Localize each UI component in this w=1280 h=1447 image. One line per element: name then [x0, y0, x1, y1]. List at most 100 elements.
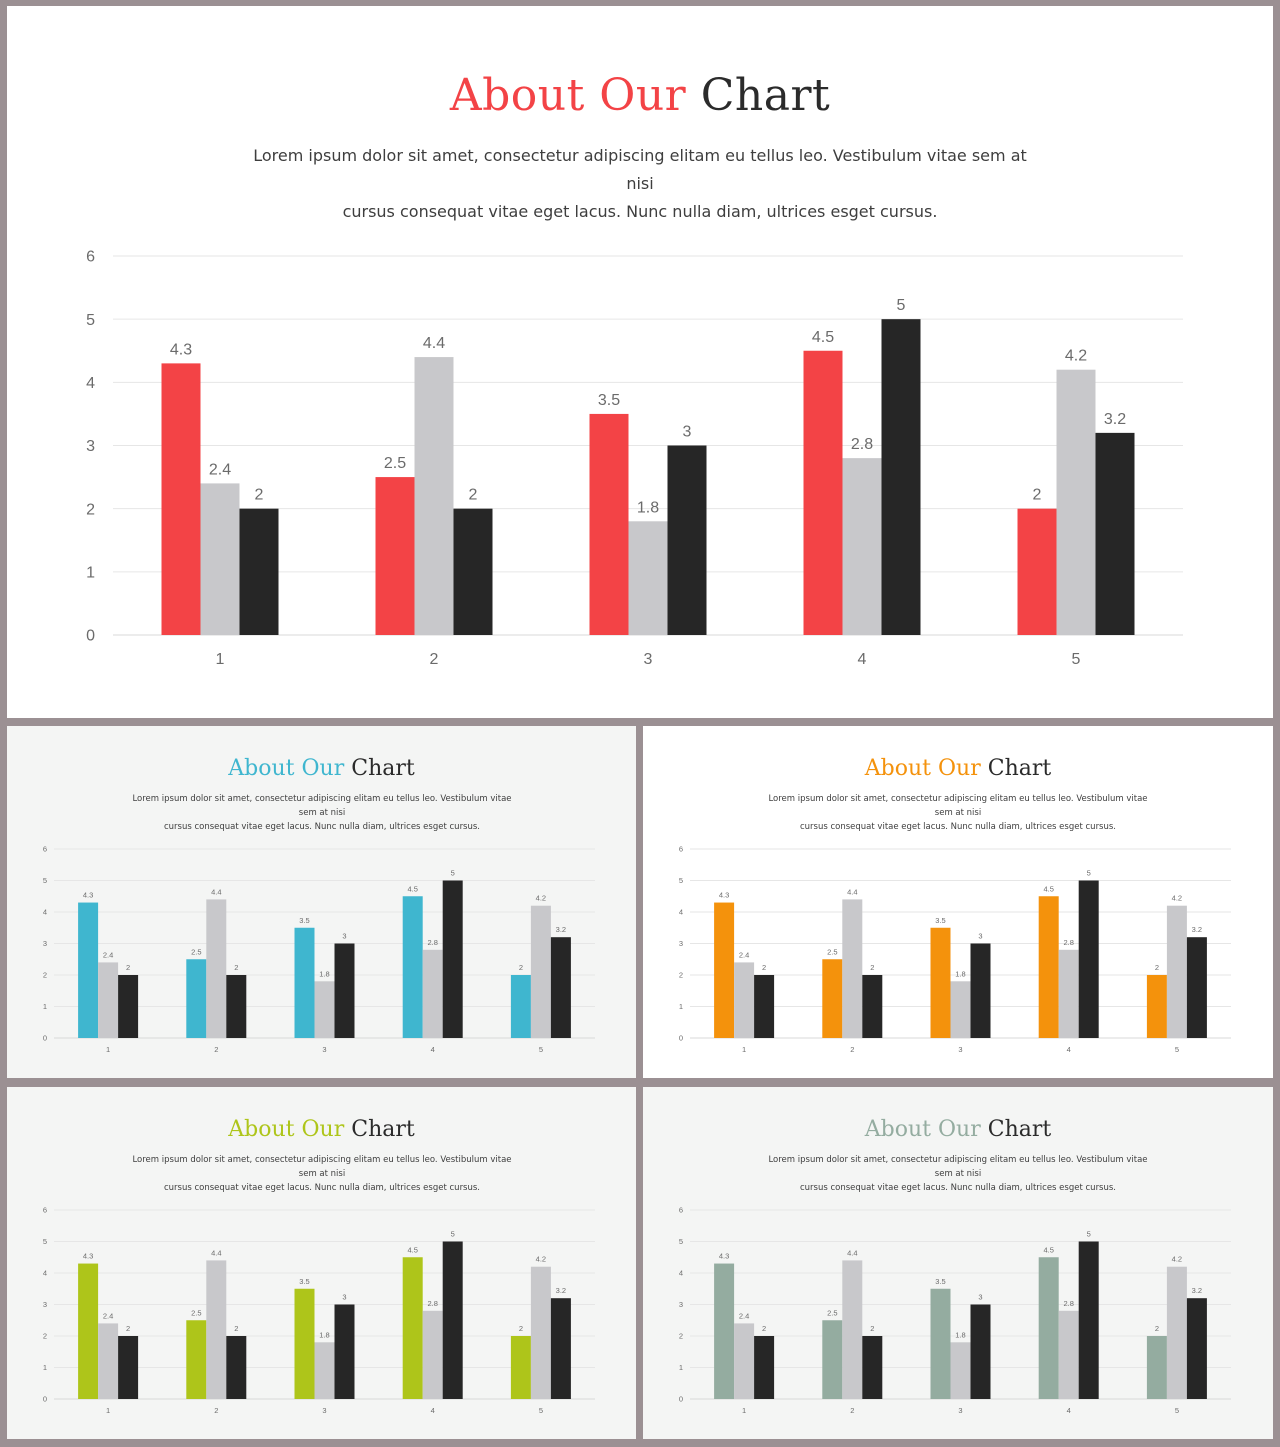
data-label: 2	[255, 487, 264, 504]
y-tick-label: 3	[86, 438, 95, 455]
x-tick-label: 5	[1175, 1045, 1179, 1054]
data-label: 3	[342, 1293, 346, 1302]
data-label: 4.4	[211, 1248, 221, 1257]
data-label: 4.3	[719, 1252, 729, 1261]
y-tick-label: 5	[679, 1237, 683, 1246]
data-label: 2.8	[427, 1299, 437, 1308]
data-label: 2.5	[827, 1308, 837, 1317]
bar	[950, 1342, 971, 1399]
y-tick-label: 4	[679, 1269, 683, 1278]
x-tick-label: 4	[858, 651, 867, 668]
subtitle-line-1: Lorem ipsum dolor sit amet, consectetur …	[768, 1155, 1148, 1179]
y-tick-label: 4	[679, 908, 683, 917]
bar	[161, 363, 201, 635]
y-tick-label: 3	[43, 1300, 47, 1309]
page-title: About Our Chart	[7, 756, 636, 781]
bar	[118, 1336, 139, 1399]
subtitle: Lorem ipsum dolor sit amet, consectetur …	[125, 1153, 519, 1195]
title-rest: Chart	[700, 70, 831, 121]
data-label: 1.8	[955, 969, 965, 978]
x-tick-label: 5	[1072, 651, 1081, 668]
data-label: 1.8	[955, 1330, 965, 1339]
x-tick-label: 2	[850, 1406, 854, 1415]
bar	[1038, 1257, 1059, 1399]
data-label: 5	[1087, 1230, 1091, 1239]
data-label: 3	[978, 932, 982, 941]
title-accent: About Our	[864, 756, 981, 781]
bar-chart: 0 1 2 3 4 5 6 4.3 2.4 2 1 2.5 4.4 2 2 3.5 1.8 3 3 4.5 2.8 5 4 2…	[679, 845, 1231, 1054]
bar-chart: 0 1 2 3 4 5 6 4.3 2.4 2 1 2.5 4.4 2 2 3.5 1.8 3 3 4.5 2.8 5 4 2…	[679, 1206, 1231, 1415]
data-label: 3	[342, 932, 346, 941]
data-label: 5	[897, 297, 906, 314]
bar	[842, 458, 882, 635]
bar	[78, 1263, 99, 1399]
x-tick-label: 3	[958, 1406, 962, 1415]
data-label: 4.2	[1065, 348, 1087, 365]
title-rest: Chart	[987, 756, 1052, 781]
data-label: 2.8	[851, 436, 873, 453]
x-tick-label: 3	[322, 1045, 326, 1054]
data-label: 2.8	[427, 938, 437, 947]
x-tick-label: 2	[214, 1045, 218, 1054]
bar-chart: 0 1 2 3 4 5 6 4.3 2.4 2 1 2.5 4.4 2 2 3.5 1.8 3 3 4.5 2.8 5 4 2…	[43, 845, 595, 1054]
data-label: 1.8	[319, 1330, 329, 1339]
x-tick-label: 1	[742, 1406, 746, 1415]
y-tick-label: 1	[679, 1002, 683, 1011]
bar	[186, 1320, 207, 1399]
data-label: 4.5	[407, 884, 417, 893]
subtitle-line-1: Lorem ipsum dolor sit amet, consectetur …	[132, 794, 512, 818]
data-label: 4.4	[847, 887, 857, 896]
y-tick-label: 2	[43, 1332, 47, 1341]
bar	[530, 1266, 551, 1399]
y-tick-label: 5	[43, 876, 47, 885]
y-tick-label: 3	[43, 939, 47, 948]
bar	[314, 1342, 335, 1399]
bar	[1017, 508, 1057, 635]
data-label: 3.5	[299, 1277, 309, 1286]
x-tick-label: 1	[216, 651, 225, 668]
y-tick-label: 1	[86, 564, 95, 581]
slide-sage: About Our Chart Lorem ipsum dolor sit am…	[643, 1087, 1273, 1439]
slide-main: About Our Chart Lorem ipsum dolor sit am…	[7, 6, 1273, 718]
y-tick-label: 1	[43, 1002, 47, 1011]
bar	[628, 521, 668, 635]
title-accent: About Our	[449, 70, 687, 121]
data-label: 2	[1155, 963, 1159, 972]
data-label: 4.4	[211, 887, 221, 896]
x-tick-label: 2	[214, 1406, 218, 1415]
data-label: 2	[234, 1324, 238, 1333]
page-title: About Our Chart	[7, 1117, 636, 1142]
data-label: 2.5	[827, 947, 837, 956]
title-accent: About Our	[864, 1117, 981, 1142]
data-label: 3.2	[1192, 925, 1202, 934]
y-tick-label: 0	[679, 1034, 683, 1043]
y-tick-label: 3	[679, 939, 683, 948]
y-tick-label: 4	[43, 1269, 47, 1278]
subtitle-line-2: cursus consequat vitae eget lacus. Nunc …	[799, 1183, 1117, 1193]
bar	[734, 962, 755, 1038]
bar	[510, 975, 531, 1038]
subtitle-line-2: cursus consequat vitae eget lacus. Nunc …	[163, 822, 481, 832]
y-tick-label: 2	[43, 971, 47, 980]
bar	[881, 319, 921, 635]
bar	[714, 902, 735, 1038]
page-title: About Our Chart	[7, 70, 1273, 121]
bar	[970, 943, 991, 1038]
data-label: 1.8	[637, 499, 659, 516]
bar	[118, 975, 139, 1038]
subtitle: Lorem ipsum dolor sit amet, consectetur …	[761, 1153, 1155, 1195]
subtitle-line-1: Lorem ipsum dolor sit amet, consectetur …	[253, 146, 1027, 193]
data-label: 3	[683, 424, 692, 441]
data-label: 2	[762, 963, 766, 972]
x-tick-label: 5	[539, 1045, 543, 1054]
bar	[402, 1257, 423, 1399]
bar	[78, 902, 99, 1038]
bar	[862, 1336, 883, 1399]
y-tick-label: 1	[43, 1363, 47, 1372]
data-label: 2	[126, 963, 130, 972]
y-tick-label: 2	[679, 1332, 683, 1341]
subtitle-line-2: cursus consequat vitae eget lacus. Nunc …	[799, 822, 1117, 832]
data-label: 4.3	[83, 891, 93, 900]
data-label: 2.4	[103, 1311, 113, 1320]
subtitle-line-2: cursus consequat vitae eget lacus. Nunc …	[342, 202, 938, 221]
